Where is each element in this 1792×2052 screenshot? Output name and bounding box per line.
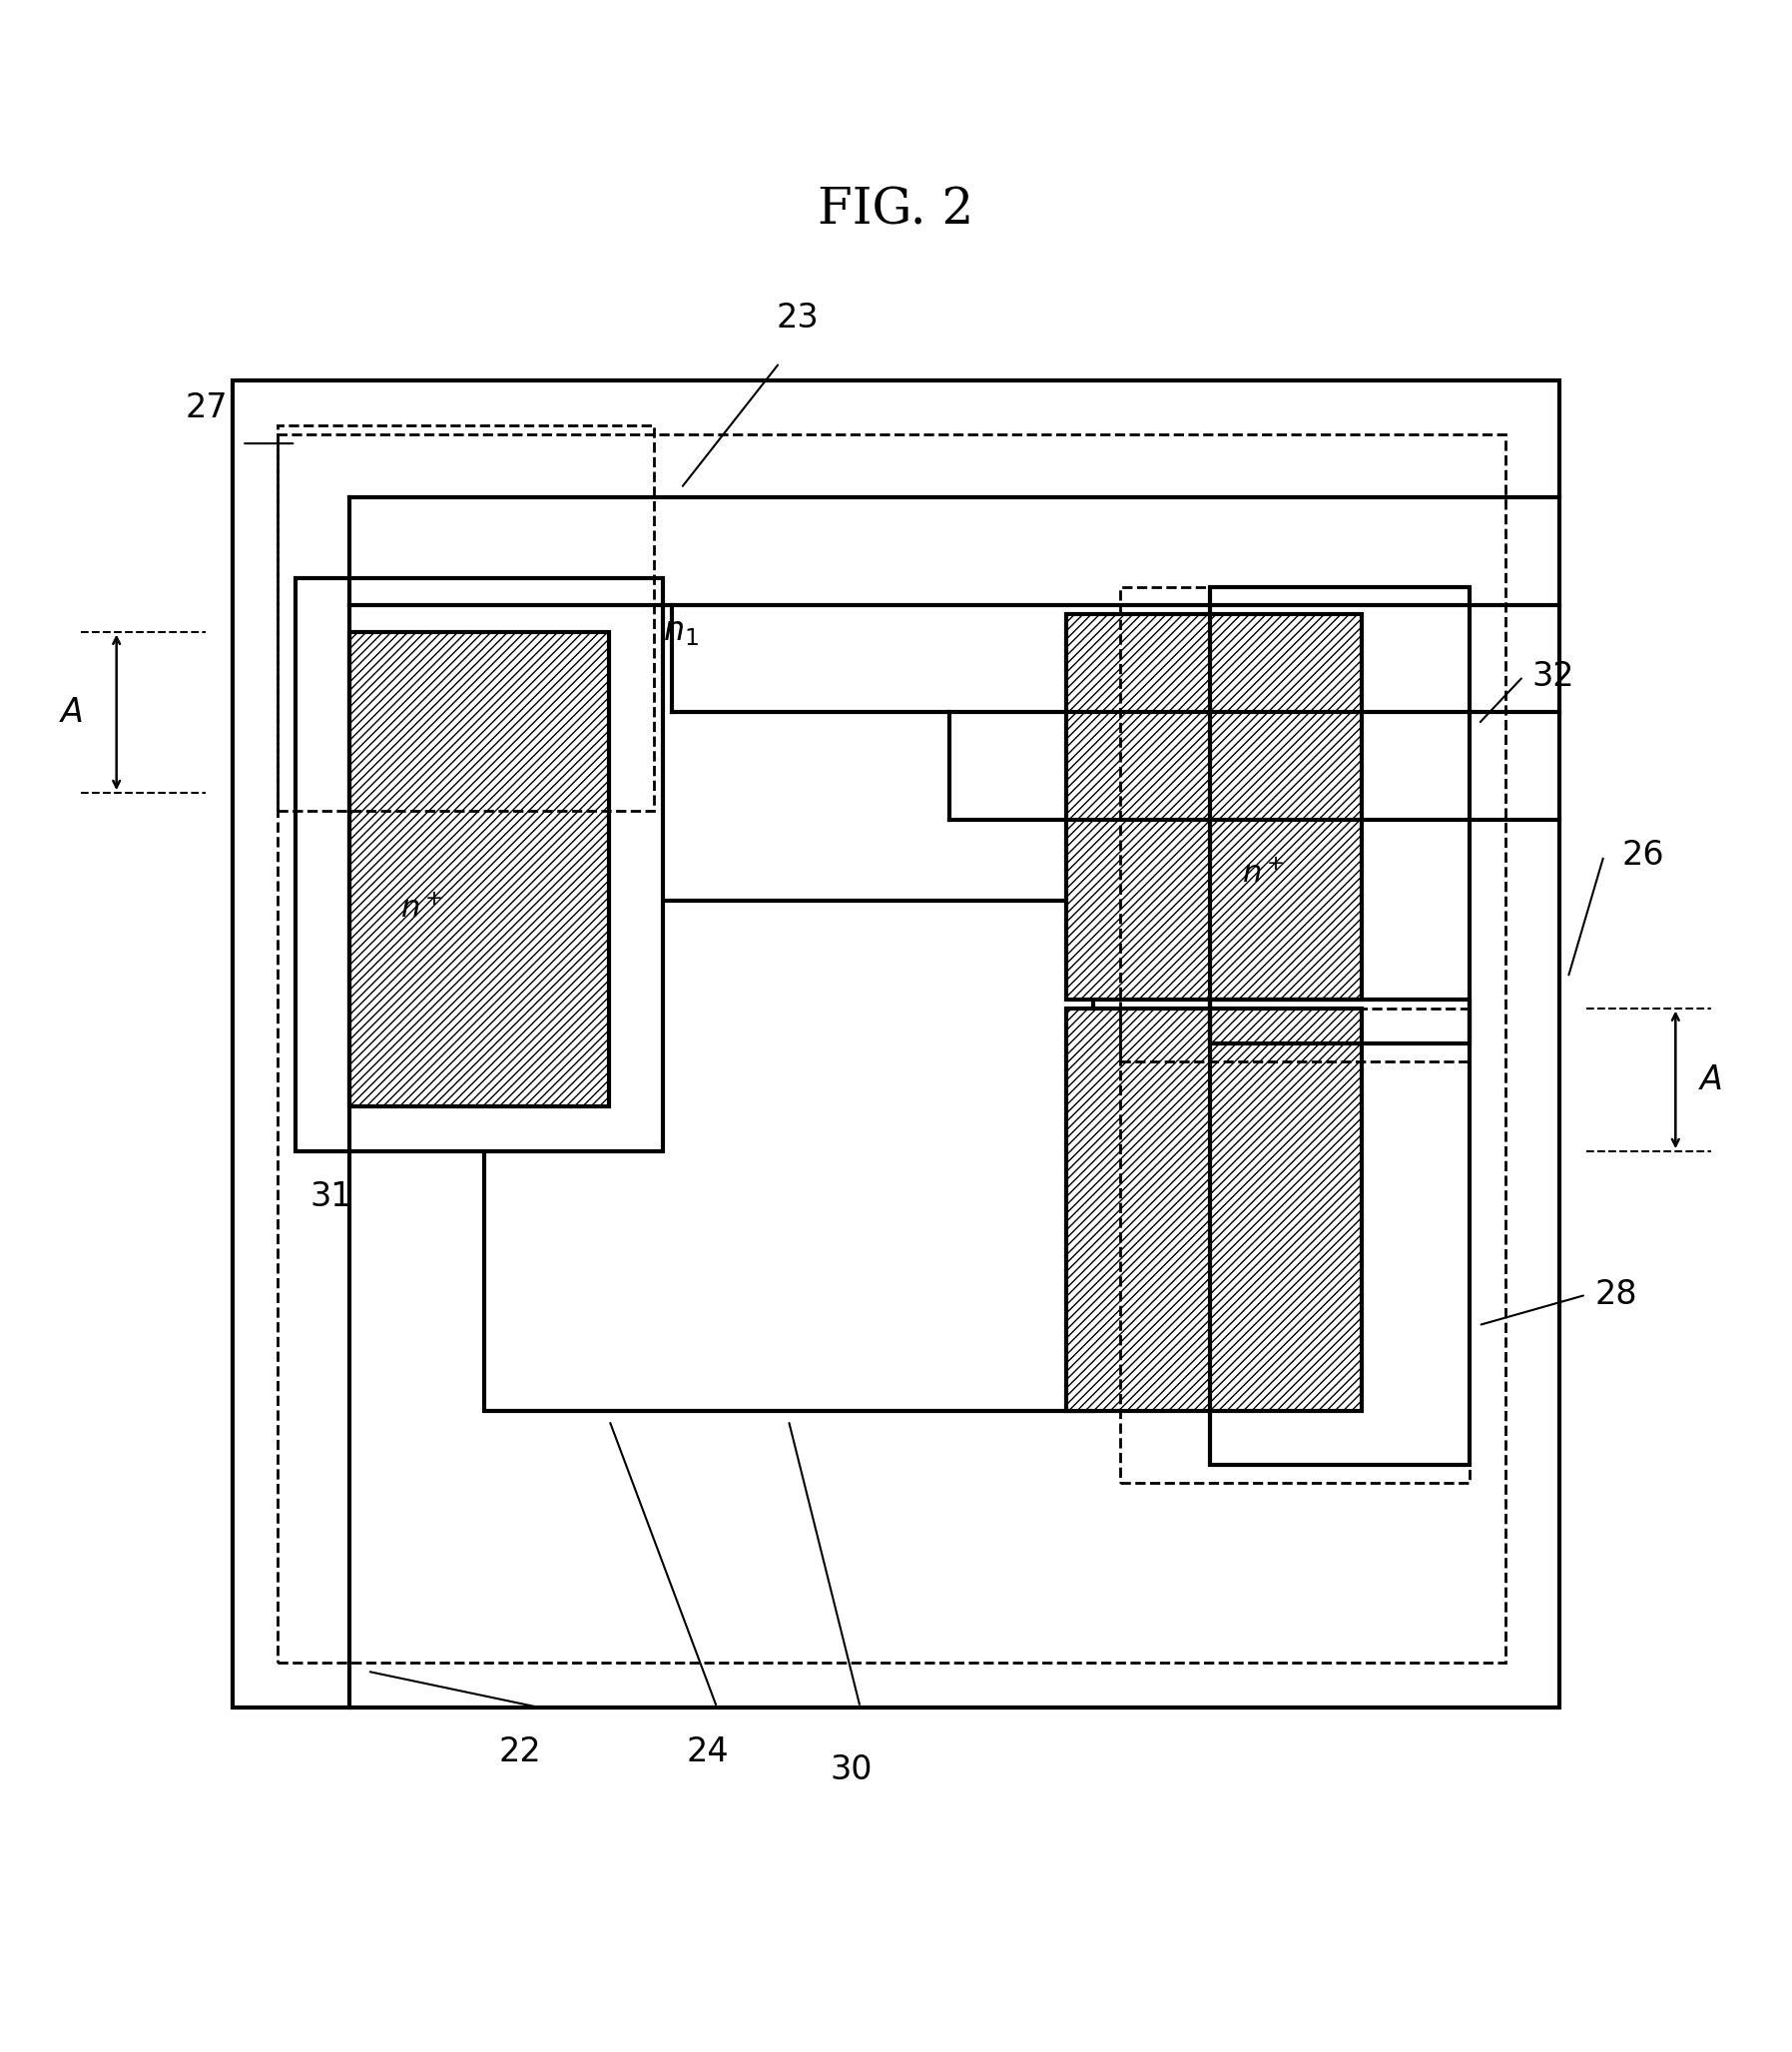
Text: A: A [1701, 1063, 1722, 1096]
Bar [1210, 999, 1469, 1465]
Text: FIG. 2: FIG. 2 [817, 187, 975, 236]
Bar [349, 632, 609, 1106]
Bar [278, 435, 1505, 1662]
Text: 23: 23 [776, 302, 819, 334]
Text: $n^+$: $n^+$ [400, 895, 443, 923]
Text: 27: 27 [185, 392, 228, 425]
Text: $n_2/p_2$: $n_2/p_2$ [702, 1159, 785, 1196]
Bar [484, 901, 1093, 1412]
Bar [1066, 1008, 1362, 1412]
Text: 28: 28 [1595, 1278, 1638, 1311]
Bar [296, 579, 663, 1151]
Text: 26: 26 [1622, 839, 1665, 872]
Text: 24: 24 [686, 1736, 729, 1769]
Text: $n_1$: $n_1$ [663, 616, 699, 648]
Text: 32: 32 [1532, 661, 1575, 694]
Text: 31: 31 [310, 1180, 353, 1213]
Bar [233, 382, 1559, 1707]
Bar [1120, 587, 1469, 1061]
Bar [1120, 1008, 1469, 1484]
Text: 30: 30 [830, 1752, 873, 1787]
Bar [1210, 587, 1469, 1044]
Text: A: A [61, 696, 82, 728]
Bar [278, 425, 654, 811]
Text: 22: 22 [498, 1736, 541, 1769]
Bar [1066, 614, 1362, 999]
Text: $n^+$: $n^+$ [1242, 860, 1285, 889]
